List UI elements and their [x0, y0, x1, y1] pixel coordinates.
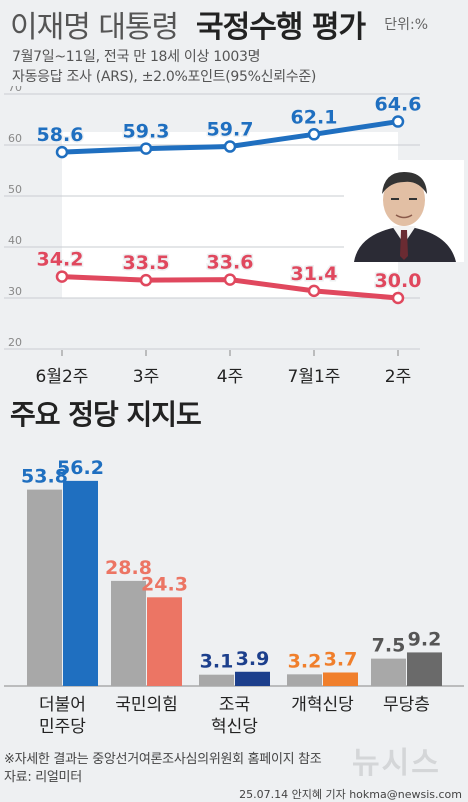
bar-1-0 [111, 580, 146, 686]
approval-line-chart: 20 30 40 50 60 70 6월2주 3주 4주 7월1주 2주 58.6 59.3 59.7 62… [4, 86, 423, 386]
category-label-1-0: 국민의힘 [115, 695, 178, 715]
bar-0-1 [63, 480, 98, 686]
series-0-point-2 [223, 140, 237, 153]
y-tick-label-70: 70 [8, 86, 22, 94]
bar-label-0-1: 56.2 [57, 457, 104, 479]
series-0-point-4 [391, 115, 405, 128]
series-0-label-1: 59.3 [123, 121, 170, 143]
bar-1-1 [147, 597, 182, 686]
bar-label-2-1: 3.9 [236, 648, 270, 670]
bar-4-0 [371, 658, 406, 686]
series-0-label-0: 58.6 [37, 124, 84, 146]
x-tick-label-4: 2주 [385, 367, 411, 386]
bar-0-0 [27, 489, 62, 686]
series-0-label-3: 62.1 [291, 106, 338, 128]
survey-method: 자동응답 조사 (ARS), ±2.0%포인트(95%신뢰수준) [12, 69, 317, 85]
bar-label-1-1: 24.3 [141, 573, 188, 595]
bar-3-0 [287, 674, 322, 686]
bar-label-4-0: 7.5 [372, 635, 406, 657]
party-support-title: 주요 정당 지지도 [10, 398, 202, 431]
bar-label-4-1: 9.2 [408, 628, 442, 650]
unit-label: 단위:% [384, 17, 428, 33]
survey-period: 7월7일~11일, 전국 만 18세 이상 1003명 [12, 49, 261, 65]
bar-2-1 [235, 671, 270, 686]
y-tick-label-40: 40 [8, 234, 22, 247]
series-1-label-2: 33.6 [207, 252, 254, 274]
category-label-0-0: 더불어 [39, 695, 86, 715]
data-source: 자료: 리얼미터 [4, 770, 82, 785]
series-0-point-1 [139, 142, 153, 155]
series-1-point-2 [223, 273, 237, 286]
chart-title-regular: 이재명 대통령 [10, 10, 179, 45]
category-label-3-0: 개혁신당 [291, 695, 354, 715]
series-1-point-0 [55, 270, 69, 283]
y-tick-label-30: 30 [8, 285, 22, 298]
footnote: ※자세한 결과는 중앙선거여론조사심의위원회 홈페이지 참조 [4, 752, 322, 767]
plot-area-highlight [62, 132, 398, 298]
series-1-point-1 [139, 273, 153, 287]
y-tick-label-50: 50 [8, 183, 22, 196]
series-0-label-4: 64.6 [375, 94, 422, 116]
byline: 25.07.14 안지혜 기자 hokma@newsis.com [239, 788, 462, 801]
category-label-2-0: 조국 [219, 695, 250, 715]
bar-2-0 [199, 674, 234, 686]
x-tick-label-0: 6월2주 [36, 367, 89, 386]
bar-label-2-0: 3.1 [200, 651, 234, 673]
category-label-2-1: 혁신당 [211, 717, 258, 737]
bar-label-3-0: 3.2 [288, 650, 322, 672]
series-1-label-3: 31.4 [291, 263, 338, 285]
newsis-watermark: 뉴시스 [352, 746, 441, 781]
bar-label-0-0: 53.8 [21, 466, 68, 488]
y-tick-label-60: 60 [8, 132, 22, 145]
x-tick-label-3: 7월1주 [288, 367, 341, 386]
series-1-label-0: 34.2 [37, 249, 84, 271]
category-label-0-1: 민주당 [39, 717, 86, 737]
y-tick-label-20: 20 [8, 336, 22, 349]
series-1-point-4 [391, 291, 405, 305]
series-0-point-0 [55, 145, 69, 159]
category-label-4-0: 무당층 [383, 695, 430, 715]
bar-4-1 [407, 652, 442, 686]
president-portrait [344, 160, 464, 262]
bar-3-1 [323, 672, 358, 686]
series-0-point-3 [307, 128, 321, 141]
series-1-label-1: 33.5 [123, 252, 170, 274]
x-tick-label-2: 4주 [217, 367, 243, 386]
series-1-label-4: 30.0 [375, 270, 422, 292]
x-tick-label-1: 3주 [133, 367, 159, 386]
bar-label-1-0: 28.8 [105, 557, 152, 579]
series-1-point-3 [307, 284, 321, 298]
bar-label-3-1: 3.7 [324, 648, 358, 670]
series-0-label-2: 59.7 [207, 119, 254, 141]
chart-title-bold: 국정수행 평가 [196, 10, 366, 45]
